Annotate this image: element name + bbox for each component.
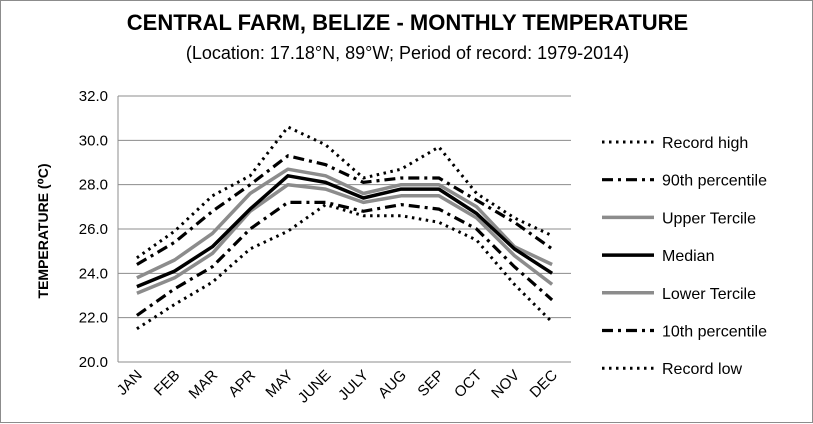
x-tick-label: OCT [451, 367, 485, 401]
series-line-90th-percentile [136, 154, 554, 266]
chart-title: CENTRAL FARM, BELIZE - MONTHLY TEMPERATU… [126, 10, 689, 35]
x-tick-label: MAR [186, 367, 222, 403]
y-tick-label: 28.0 [79, 177, 108, 194]
legend-label-record-high: Record high [662, 135, 748, 152]
x-tick-label: AUG [375, 367, 410, 402]
x-tick-label: NOV [488, 367, 523, 402]
legend-label-10th-percentile: 10th percentile [662, 324, 767, 341]
x-tick-label: DEC [527, 367, 562, 402]
y-axis-title: TEMPERATURE (⁰C) [35, 164, 51, 299]
y-tick-label: 26.0 [79, 221, 108, 238]
legend-label-record-low: Record low [662, 361, 742, 378]
series-line-lower-tercile [136, 182, 554, 295]
y-tick-label: 24.0 [79, 265, 108, 282]
x-tick-label: SEP [414, 367, 447, 400]
legend-label-median: Median [662, 248, 714, 265]
series-line-record-high [136, 125, 553, 260]
y-tick-label: 22.0 [79, 310, 108, 327]
x-tick-label: JAN [114, 367, 146, 399]
series-line-median [136, 174, 554, 289]
series-line-10th-percentile [135, 200, 554, 317]
x-tick-label: JULY [335, 367, 372, 404]
x-tick-label: APR [225, 367, 259, 401]
x-tick-label: MAY [262, 367, 296, 401]
legend-label-upper-tercile: Upper Tercile [662, 210, 756, 227]
y-tick-label: 20.0 [79, 354, 108, 371]
y-tick-label: 32.0 [79, 88, 108, 105]
series-line-record-low [136, 202, 554, 331]
series-line-upper-tercile [136, 167, 553, 280]
y-tick-label: 30.0 [79, 132, 108, 149]
x-tick-label: JUNE [295, 367, 335, 407]
legend-label-90th-percentile: 90th percentile [662, 173, 767, 190]
legend-label-lower-tercile: Lower Tercile [662, 286, 756, 303]
chart-subtitle: (Location: 17.18°N, 89°W; Period of reco… [185, 43, 630, 63]
x-tick-label: FEB [151, 367, 184, 400]
